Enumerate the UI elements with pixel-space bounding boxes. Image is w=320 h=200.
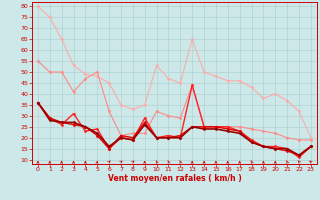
- X-axis label: Vent moyen/en rafales ( km/h ): Vent moyen/en rafales ( km/h ): [108, 174, 241, 183]
